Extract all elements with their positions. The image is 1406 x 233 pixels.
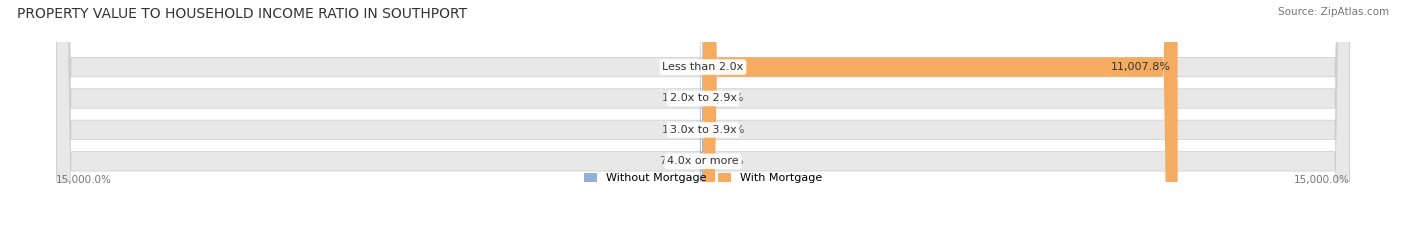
Legend: Without Mortgage, With Mortgage: Without Mortgage, With Mortgage — [583, 173, 823, 183]
Text: 28.5%: 28.5% — [710, 125, 745, 135]
FancyBboxPatch shape — [56, 0, 1350, 233]
Text: 4.0x or more: 4.0x or more — [668, 156, 738, 166]
FancyBboxPatch shape — [56, 0, 1350, 233]
Text: Source: ZipAtlas.com: Source: ZipAtlas.com — [1278, 7, 1389, 17]
Text: 2.0x to 2.9x: 2.0x to 2.9x — [669, 93, 737, 103]
Text: 15,000.0%: 15,000.0% — [1294, 175, 1350, 185]
FancyBboxPatch shape — [700, 0, 703, 233]
Text: 13.1%: 13.1% — [662, 93, 697, 103]
FancyBboxPatch shape — [703, 0, 1178, 233]
Text: PROPERTY VALUE TO HOUSEHOLD INCOME RATIO IN SOUTHPORT: PROPERTY VALUE TO HOUSEHOLD INCOME RATIO… — [17, 7, 467, 21]
Text: 14.7%: 14.7% — [709, 156, 744, 166]
Text: 11,007.8%: 11,007.8% — [1111, 62, 1171, 72]
Text: 15,000.0%: 15,000.0% — [56, 175, 112, 185]
Text: Less than 2.0x: Less than 2.0x — [662, 62, 744, 72]
Text: 10.2%: 10.2% — [709, 93, 744, 103]
FancyBboxPatch shape — [56, 0, 1350, 233]
Text: 12.4%: 12.4% — [662, 125, 697, 135]
Text: 71.7%: 71.7% — [659, 156, 695, 166]
Text: 2.8%: 2.8% — [669, 62, 697, 72]
Text: 3.0x to 3.9x: 3.0x to 3.9x — [669, 125, 737, 135]
FancyBboxPatch shape — [56, 0, 1350, 233]
